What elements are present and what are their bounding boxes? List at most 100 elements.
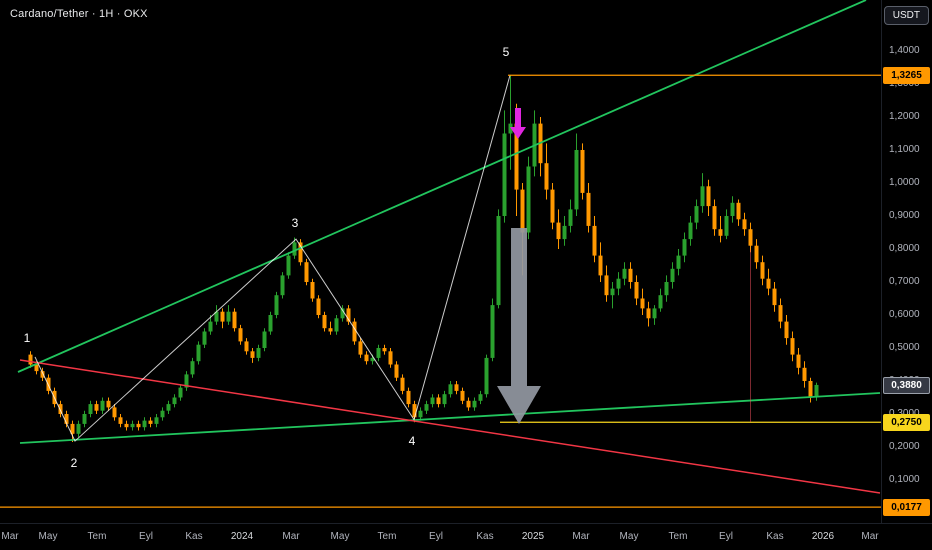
candle-body [250,351,255,358]
candle-body [310,282,315,299]
projection-arrow-down[interactable] [497,228,541,424]
candle-body [256,348,261,358]
time-tick-month-label: May [330,531,350,542]
candle-body [28,354,33,365]
candle-body [70,423,75,434]
symbol-title[interactable]: Cardano/Tether · 1H · OKX [10,8,148,20]
candle-body [376,348,381,358]
price-axis[interactable]: 1,40001,30001,20001,10001,00000,90000,80… [881,0,932,523]
candle-body [304,262,309,282]
candle-body [316,298,321,315]
candle-body [220,311,225,322]
candle-body [526,166,531,233]
candle-body [352,321,357,342]
candle-body [616,278,621,289]
candle-body [262,331,267,348]
candle-body [370,357,375,362]
candle-body [580,150,585,193]
candle-body [628,268,633,282]
candle-body [130,423,135,428]
descending-trendline[interactable] [19,359,881,494]
candle-body [214,311,219,322]
price-tick-label: 0,1000 [889,474,920,485]
candle-body [232,311,237,329]
candle-body [652,308,657,319]
candle-body [298,242,303,263]
candle-body [430,397,435,405]
time-tick-month-label: Kas [185,531,203,542]
candle-body [790,338,795,355]
candle-body [364,354,369,362]
wave-label-4[interactable]: 4 [409,434,416,448]
candle-body [592,225,597,256]
price-tick-label: 1,1000 [889,144,920,155]
candle-body [712,206,717,230]
time-tick-month-label: Tem [668,531,688,542]
candle-body [358,341,363,355]
candle-body [244,341,249,352]
candle-body [100,400,105,411]
time-axis[interactable]: Mar May Tem Eyl Kas 2024 Mar May Tem Eyl Kas 2025 Ma… [0,523,932,550]
price-tick-label: 0,3000 [889,408,920,419]
time-tick-month-label: Kas [766,531,784,542]
candle-body [88,404,93,414]
candle-body [106,400,111,408]
price-badge-last-03880: 0,3880 [883,376,930,394]
time-tick-month-label: Mar [572,531,590,542]
candle-body [730,202,735,216]
candle-body [328,328,333,332]
price-tick-label: 0,6000 [889,309,920,320]
candle-body [814,384,819,398]
candle-body [334,318,339,332]
candle-body [574,150,579,210]
candle-body [406,390,411,405]
price-tick-label: 0,2000 [889,441,920,452]
time-tick-month-label: Tem [377,531,397,542]
candle-body [658,295,663,309]
price-badge-00177: 0,0177 [883,499,930,517]
elliott-wave-zigzag[interactable] [34,75,511,442]
time-tick-month-label: May [38,531,58,542]
time-tick-month-label: Mar [282,531,300,542]
candle-body [502,133,507,216]
candle-body [760,262,765,279]
candle-body [34,364,39,372]
candle-body [382,348,387,352]
candle-body [292,242,297,256]
time-tick-month-label: Mar [1,531,19,542]
time-tick-year-label: 2026 [811,531,835,542]
candle-body [610,288,615,296]
currency-toggle-button[interactable]: USDT [883,6,929,25]
wave-label-3[interactable]: 3 [292,216,299,230]
sell-signal-arrow[interactable] [510,108,526,139]
candle-body [496,216,501,306]
time-tick-month-label: Eyl [429,531,443,542]
candle-body [484,357,489,395]
candle-body [400,377,405,391]
candle-body [676,255,681,269]
candle-body [280,275,285,296]
wave-label-2[interactable]: 2 [71,456,78,470]
candle-body [670,268,675,282]
time-tick-month-label: May [619,531,639,542]
candle-body [286,255,291,276]
wave-label-5[interactable]: 5 [503,45,510,59]
candle-body [238,328,243,342]
candle-body [454,384,459,391]
candle-body [64,414,69,424]
candle-body [748,229,753,246]
wave-label-1[interactable]: 1 [24,331,31,345]
ascending-trendline-upper[interactable] [17,0,867,373]
candle-body [796,354,801,368]
candle-body [598,255,603,276]
price-tick-label: 0,5000 [889,342,920,353]
candle-body [736,202,741,220]
candle-body [586,192,591,226]
ascending-support-line[interactable] [19,392,881,444]
candle-body [346,308,351,322]
candle-body [172,397,177,405]
candle-body [148,420,153,424]
time-tick-month-label: Eyl [139,531,153,542]
